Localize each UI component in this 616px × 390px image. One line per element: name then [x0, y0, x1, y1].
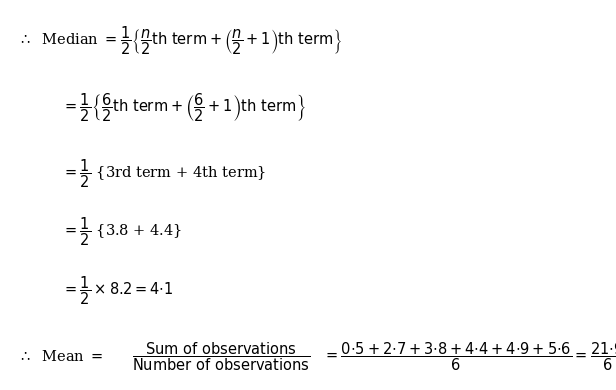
Text: $\therefore\;$ Mean $=$: $\therefore\;$ Mean $=$ — [18, 349, 104, 364]
Text: $= \dfrac{1}{2}$ {3rd term + 4th term}: $= \dfrac{1}{2}$ {3rd term + 4th term} — [62, 157, 266, 190]
Text: $= \dfrac{1}{2}\left\{\dfrac{6}{2}\mathrm{th\ term} + \left(\dfrac{6}{2}+1\right: $= \dfrac{1}{2}\left\{\dfrac{6}{2}\mathr… — [62, 91, 306, 124]
Text: $= \dfrac{1}{2} \times 8.2 = 4{\cdot}1$: $= \dfrac{1}{2} \times 8.2 = 4{\cdot}1$ — [62, 274, 173, 307]
Text: $= \dfrac{1}{2}$ {3.8 + 4.4}: $= \dfrac{1}{2}$ {3.8 + 4.4} — [62, 216, 182, 248]
Text: $= \dfrac{0{\cdot}5+2{\cdot}7+3{\cdot}8+4{\cdot}4+4{\cdot}9+5{\cdot}6}{6} = \dfr: $= \dfrac{0{\cdot}5+2{\cdot}7+3{\cdot}8+… — [323, 340, 616, 373]
Text: $\dfrac{\mathrm{Sum\ of\ observations}}{\mathrm{Number\ of\ observations}}$: $\dfrac{\mathrm{Sum\ of\ observations}}{… — [132, 340, 311, 373]
Text: $\therefore\;$ Median $= \dfrac{1}{2}\left\{\dfrac{n}{2}\mathrm{th\ term} + \lef: $\therefore\;$ Median $= \dfrac{1}{2}\le… — [18, 25, 343, 57]
